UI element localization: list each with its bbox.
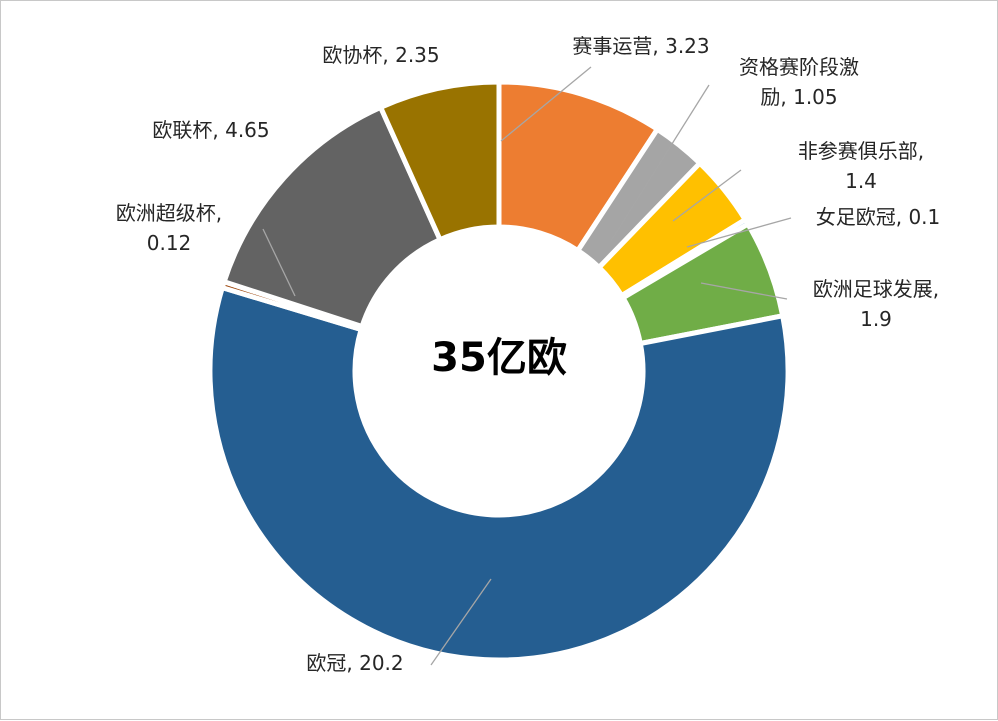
slice-label-line: 励, 1.05 (760, 85, 837, 109)
leader-line-4 (686, 217, 792, 248)
slice-label-5: 欧洲足球发展, 1.9 (813, 277, 939, 331)
slice-6 (207, 285, 791, 663)
slice-label-1: 赛事运营, 3.23 (572, 34, 709, 58)
slice-label-line: 资格赛阶段激 (739, 55, 859, 79)
slice-label-line: 欧联杯, 4.65 (152, 118, 269, 142)
leader-line-2 (610, 84, 710, 242)
slice-label-line: 非参赛俱乐部, (798, 139, 924, 163)
slice-label-line: 赛事运营, 3.23 (572, 34, 709, 58)
slice-label-line: 欧洲超级杯, (116, 201, 222, 225)
slice-label-line: 1.9 (860, 307, 892, 331)
slice-label-line: 0.12 (147, 231, 192, 255)
slice-label-4: 女足欧冠, 0.1 (816, 205, 941, 229)
slice-label-8: 欧联杯, 4.65 (152, 118, 269, 142)
slices-group (207, 79, 791, 663)
leader-line-1 (500, 66, 592, 142)
slice-label-2: 资格赛阶段激励, 1.05 (739, 55, 859, 109)
leader-lines-group (262, 66, 792, 666)
slice-label-line: 1.4 (845, 169, 877, 193)
slice-label-line: 女足欧冠, 0.1 (816, 205, 941, 229)
slice-label-3: 非参赛俱乐部, 1.4 (798, 139, 924, 193)
leader-line-6 (430, 578, 492, 666)
slice-label-9: 欧协杯, 2.35 (322, 43, 439, 67)
slice-label-7: 欧洲超级杯, 0.12 (116, 201, 222, 255)
slice-8 (221, 104, 443, 330)
leader-line-3 (672, 169, 742, 222)
center-label: 35亿欧 (431, 335, 567, 381)
slice-label-6: 欧冠, 20.2 (306, 651, 403, 675)
leader-line-7 (262, 228, 296, 297)
slice-label-line: 欧洲足球发展, (813, 277, 939, 301)
slice-9 (378, 79, 502, 243)
slice-label-line: 欧冠, 20.2 (306, 651, 403, 675)
slice-label-line: 欧协杯, 2.35 (322, 43, 439, 67)
labels-group: 赛事运营, 3.23 资格赛阶段激励, 1.05 非参赛俱乐部, 1.4 女足欧冠, 0… (116, 34, 940, 675)
leader-line-5 (700, 282, 788, 300)
